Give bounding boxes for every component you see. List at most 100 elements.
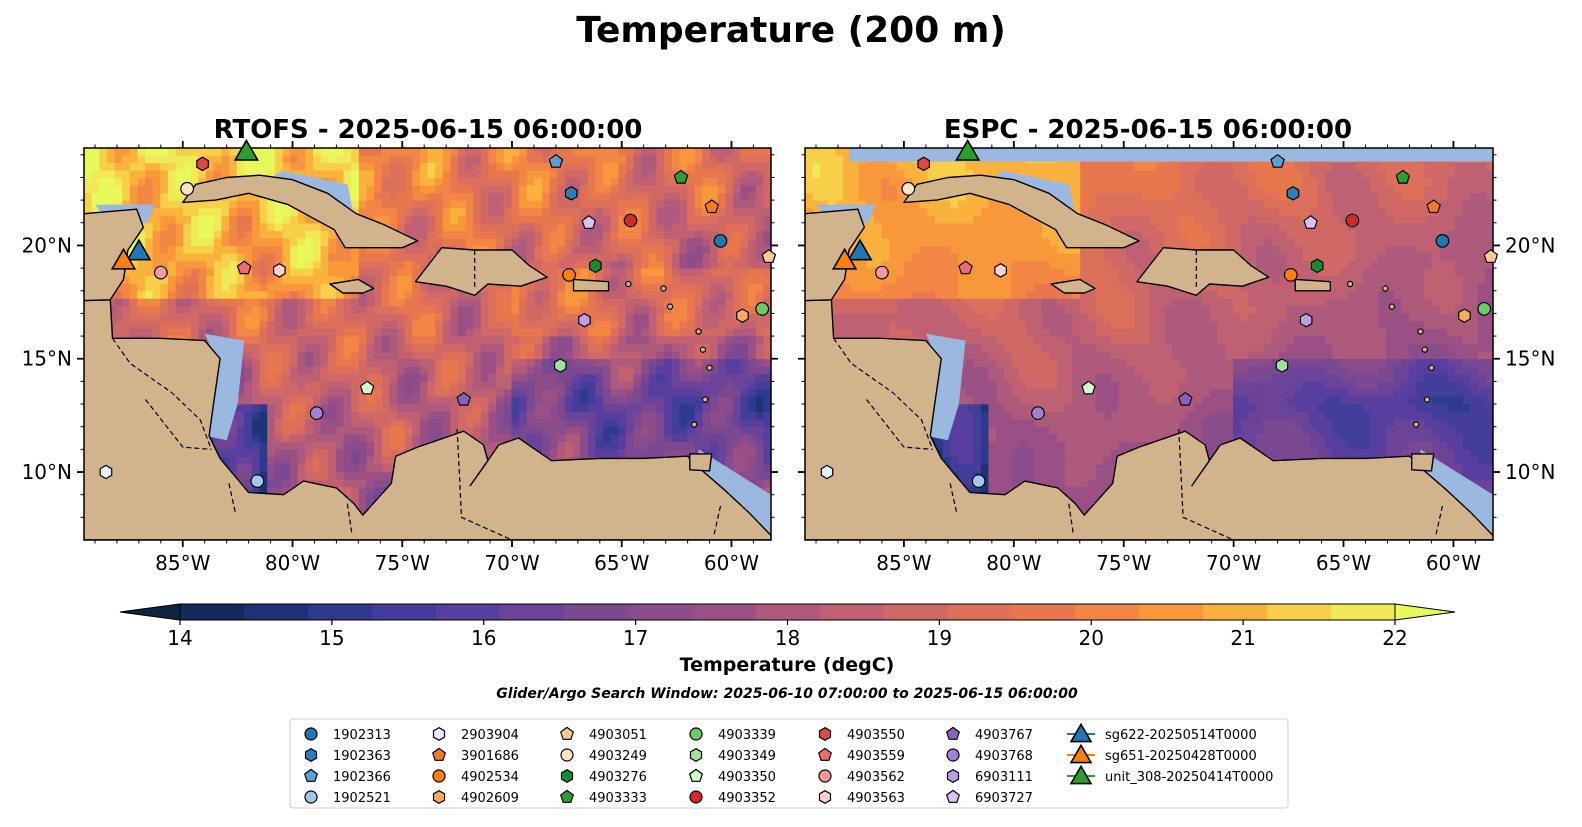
temperature-cell (213, 276, 222, 285)
temperature-cell (694, 223, 703, 232)
temperature-cell (167, 215, 177, 224)
temperature-cell (503, 336, 513, 345)
temperature-cell (618, 306, 627, 315)
temperature-cell (702, 276, 711, 285)
temperature-cell (244, 389, 253, 398)
temperature-cell (122, 268, 131, 277)
temperature-cell (297, 246, 306, 255)
temperature-cell (755, 328, 764, 338)
temperature-cell (320, 170, 329, 179)
temperature-cell (183, 291, 192, 300)
temperature-cell (702, 230, 711, 240)
temperature-cell (297, 404, 306, 413)
temperature-cell (282, 366, 291, 375)
temperature-cell (557, 344, 566, 353)
temperature-cell (465, 291, 474, 300)
temperature-cell (717, 449, 726, 458)
temperature-cell (664, 298, 673, 307)
temperature-cell (244, 396, 253, 405)
temperature-cell (557, 148, 566, 157)
x-tick-label: 85°W (155, 551, 210, 575)
temperature-cell (366, 464, 375, 473)
temperature-cell (496, 321, 505, 330)
temperature-cell (427, 193, 436, 202)
temperature-cell (709, 291, 719, 300)
temperature-cell (160, 215, 169, 224)
temperature-cell (473, 389, 482, 398)
temperature-cell (496, 366, 505, 375)
temperature-cell (694, 374, 703, 383)
temperature-cell (236, 208, 245, 217)
temperature-cell (190, 283, 200, 292)
panel-espc: ESPC - 2025-06-15 06:00:00 85°W 80°W 75°W 7… (798, 115, 1555, 575)
temperature-cell (137, 163, 146, 172)
temperature-cell (595, 359, 604, 368)
temperature-cell (725, 351, 734, 360)
temperature-cell (313, 238, 322, 247)
temperature-cell (351, 366, 360, 375)
temperature-cell (511, 359, 520, 368)
temperature-cell (717, 193, 726, 202)
temperature-cell (564, 389, 574, 398)
temperature-cell (633, 328, 642, 338)
temperature-cell (244, 306, 253, 315)
temperature-cell (503, 426, 513, 436)
temperature-cell (572, 223, 581, 232)
temperature-cell (458, 178, 467, 187)
temperature-cell (427, 434, 436, 443)
temperature-cell (709, 426, 719, 436)
temperature-cell (679, 374, 688, 383)
temperature-cell (282, 336, 291, 345)
temperature-cell (229, 283, 238, 292)
temperature-cell (534, 419, 543, 428)
temperature-cell (702, 291, 711, 300)
temperature-cell (274, 283, 284, 292)
temperature-cell (381, 193, 390, 202)
temperature-cell (694, 200, 703, 209)
temperature-cell (442, 193, 451, 202)
temperature-cell (526, 404, 535, 413)
temperature-cell (648, 291, 658, 300)
temperature-cell (297, 261, 306, 270)
temperature-cell (732, 276, 742, 285)
temperature-cell (664, 230, 673, 240)
temperature-cell (717, 336, 726, 345)
temperature-cell (305, 426, 314, 436)
temperature-cell (755, 193, 764, 202)
temperature-cell (534, 366, 543, 375)
temperature-cell (526, 321, 535, 330)
temperature-cell (496, 170, 505, 179)
temperature-cell (549, 193, 558, 202)
temperature-cell (114, 298, 123, 307)
temperature-cell (442, 223, 451, 232)
temperature-cell (389, 434, 398, 443)
temperature-cell (152, 283, 161, 292)
temperature-cell (328, 396, 337, 405)
temperature-cell (480, 215, 490, 224)
temperature-cell (557, 298, 566, 307)
temperature-cell (244, 238, 253, 247)
temperature-cell (603, 253, 612, 262)
temperature-cell (274, 298, 284, 307)
temperature-cell (366, 163, 375, 172)
temperature-cell (458, 313, 467, 322)
temperature-cell (290, 396, 299, 405)
temperature-cell (664, 336, 673, 345)
temperature-cell (610, 426, 619, 436)
temperature-cell (389, 208, 398, 217)
temperature-cell (175, 298, 184, 307)
temperature-cell (251, 268, 261, 277)
temperature-cell (534, 178, 543, 187)
temperature-cell (236, 193, 245, 202)
temperature-cell (145, 298, 154, 307)
temperature-cell (389, 178, 398, 187)
temperature-cell (290, 472, 299, 481)
temperature-cell (435, 298, 444, 307)
temperature-cell (351, 200, 360, 209)
temperature-cell (694, 351, 703, 360)
temperature-cell (648, 238, 658, 247)
temperature-cell (282, 449, 291, 458)
temperature-cell (236, 464, 245, 473)
temperature-cell (587, 328, 597, 338)
temperature-cell (328, 268, 337, 277)
